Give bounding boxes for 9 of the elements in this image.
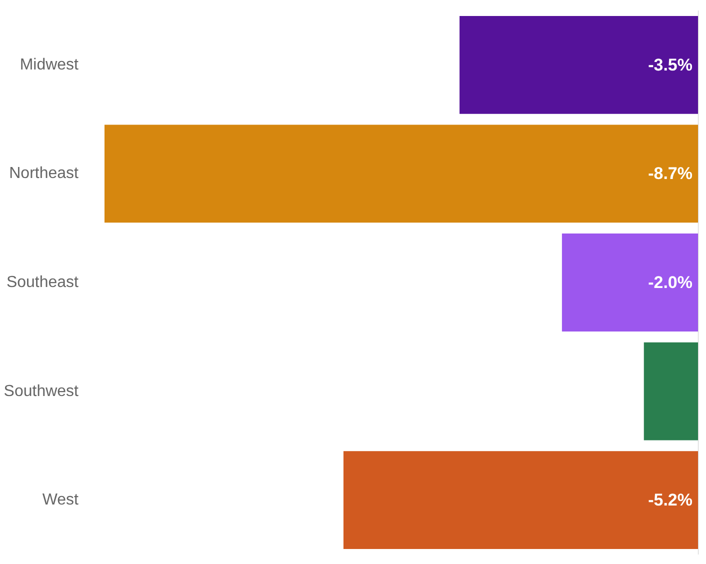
- data-label: -2.0%: [648, 273, 693, 292]
- data-label: -8.7%: [648, 164, 693, 184]
- data-label: -5.2%: [648, 490, 693, 510]
- y-tick-label: Southwest: [4, 382, 80, 400]
- y-tick-label: Northeast: [9, 165, 80, 182]
- y-tick-label: Midwest: [20, 56, 80, 74]
- data-label: -3.5%: [648, 55, 693, 74]
- y-tick-label: West: [42, 492, 80, 509]
- y-tick-label: Southeast: [6, 274, 80, 291]
